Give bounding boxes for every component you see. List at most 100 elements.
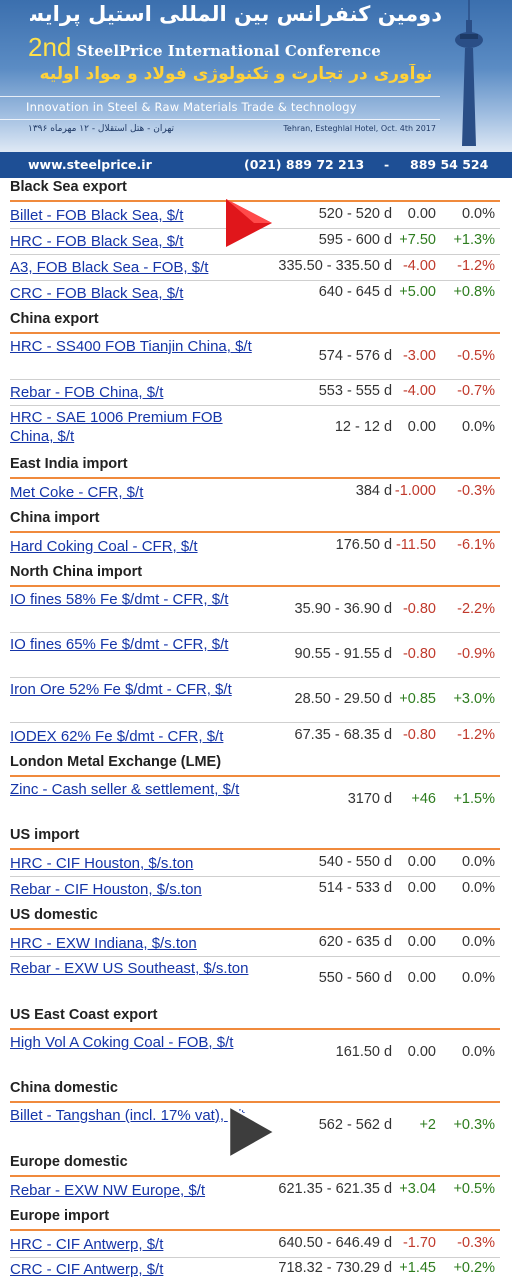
price-range: 640 - 645 — [318, 284, 380, 300]
price-range: 553 - 555 — [318, 383, 380, 399]
price-item-link[interactable]: High Vol A Coking Coal - FOB, $/t — [10, 1034, 234, 1051]
banner-divider — [0, 96, 440, 97]
price-range: 562 - 562 — [318, 1117, 380, 1133]
price-change: 0.00 — [407, 1044, 436, 1060]
group-divider — [10, 928, 500, 930]
price-change-percent: -2.2% — [457, 601, 495, 617]
price-item-link[interactable]: Hard Coking Coal - CFR, $/t — [10, 538, 198, 555]
group-header: Europe import — [10, 1208, 110, 1224]
price-item-link[interactable]: HRC - SAE 1006 Premium FOB China, $/t — [10, 409, 223, 445]
price-change: +2 — [419, 1117, 436, 1133]
period-indicator: d — [384, 727, 393, 743]
row-divider — [10, 280, 500, 281]
group-divider — [10, 477, 500, 479]
banner-venue-en: Tehran, Esteghlal Hotel, Oct. 4th 2017 — [283, 124, 436, 133]
price-item-link[interactable]: Rebar - EXW NW Europe, $/t — [10, 1182, 206, 1199]
banner-edition: 2nd — [28, 32, 72, 62]
group-header: China domestic — [10, 1080, 118, 1096]
price-item-link[interactable]: Billet - Tangshan (incl. 17% vat), $/t — [10, 1107, 245, 1124]
price-item-link[interactable]: Rebar - EXW US Southeast, $/s.ton — [10, 960, 249, 977]
banner-venue-fa: تهران - هتل استقلال - ۱۲ مهرماه ۱۳۹۶ — [28, 124, 174, 134]
period-indicator: d — [384, 970, 393, 986]
price-range: 28.50 - 29.50 — [294, 691, 380, 707]
group-divider — [10, 1175, 500, 1177]
price-change: 0.00 — [407, 854, 436, 870]
price-change: +3.04 — [399, 1181, 436, 1197]
period-indicator: d — [384, 646, 393, 662]
price-change: 0.00 — [407, 880, 436, 896]
price-change: -1.70 — [402, 1235, 436, 1251]
period-indicator: d — [384, 284, 393, 300]
group-divider — [10, 1229, 500, 1231]
price-change: -4.00 — [402, 383, 436, 399]
price-item-link[interactable]: Iron Ore 52% Fe $/dmt - CFR, $/t — [10, 681, 232, 698]
price-range: 176.50 — [335, 537, 380, 553]
price-range: 12 - 12 — [334, 419, 380, 435]
group-header: US import — [10, 827, 80, 843]
price-change: -11.50 — [395, 537, 436, 553]
period-indicator: d — [384, 537, 393, 553]
period-indicator: d — [384, 1117, 393, 1133]
period-indicator: d — [384, 483, 393, 499]
price-range: 574 - 576 — [318, 348, 380, 364]
price-change: -4.00 — [402, 258, 436, 274]
price-range: 35.90 - 36.90 — [294, 601, 380, 617]
price-item-link[interactable]: CRC - CIF Antwerp, $/t — [10, 1261, 164, 1278]
period-indicator: d — [384, 601, 393, 617]
price-item-link[interactable]: Met Coke - CFR, $/t — [10, 484, 144, 501]
price-change: -0.80 — [402, 646, 436, 662]
group-header: US East Coast export — [10, 1007, 158, 1023]
banner-title-en: 2nd SteelPrice International Conference — [28, 32, 381, 63]
phone-number-2: 889 54 524 — [410, 157, 489, 172]
price-item-link[interactable]: A3, FOB Black Sea - FOB, $/t — [10, 259, 209, 276]
price-item-link[interactable]: CRC - FOB Black Sea, $/t — [10, 285, 184, 302]
price-change-percent: +1.5% — [453, 791, 495, 807]
price-item-link[interactable]: Rebar - CIF Houston, $/s.ton — [10, 881, 202, 898]
period-indicator: d — [384, 348, 393, 364]
banner-title-fa: دومین کنفرانس بین المللی استیل پرایس — [30, 2, 442, 26]
milad-tower-icon — [455, 0, 483, 146]
price-range: 718.32 - 730.29 — [278, 1260, 380, 1276]
banner-tagline: Innovation in Steel & Raw Materials Trad… — [26, 100, 357, 114]
contact-bar: www.steelprice.ir (021) 889 72 213 - 889… — [0, 152, 512, 178]
group-divider — [10, 848, 500, 850]
price-item-link[interactable]: Billet - FOB Black Sea, $/t — [10, 207, 184, 224]
group-header: East India import — [10, 456, 128, 472]
price-item-link[interactable]: Rebar - FOB China, $/t — [10, 384, 164, 401]
price-change: +1.45 — [399, 1260, 436, 1276]
red-play-arrow-icon[interactable] — [224, 197, 274, 249]
price-change-percent: +1.3% — [453, 232, 495, 248]
period-indicator: d — [384, 854, 393, 870]
phone-separator: - — [384, 157, 390, 172]
price-item-link[interactable]: IO fines 65% Fe $/dmt - CFR, $/t — [10, 636, 229, 653]
row-divider — [10, 876, 500, 877]
group-divider — [10, 1028, 500, 1030]
price-item-link[interactable]: IO fines 58% Fe $/dmt - CFR, $/t — [10, 591, 229, 608]
price-change-percent: 0.0% — [461, 419, 495, 435]
group-header: Europe domestic — [10, 1154, 128, 1170]
period-indicator: d — [384, 1044, 393, 1060]
website-link[interactable]: www.steelprice.ir — [28, 157, 152, 172]
price-change-percent: -1.2% — [457, 258, 495, 274]
price-range: 90.55 - 91.55 — [294, 646, 380, 662]
video-play-icon[interactable] — [226, 1103, 278, 1161]
price-item-link[interactable]: HRC - CIF Antwerp, $/t — [10, 1236, 164, 1253]
price-item-link[interactable]: HRC - SS400 FOB Tianjin China, $/t — [10, 338, 252, 355]
price-change: +0.85 — [399, 691, 436, 707]
price-item-link[interactable]: HRC - FOB Black Sea, $/t — [10, 233, 184, 250]
row-divider — [10, 379, 500, 380]
price-item-link[interactable]: Zinc - Cash seller & settlement, $/t — [10, 781, 240, 798]
group-divider — [10, 531, 500, 533]
price-change: 0.00 — [407, 934, 436, 950]
price-change-percent: +0.2% — [453, 1260, 495, 1276]
price-item-link[interactable]: HRC - CIF Houston, $/s.ton — [10, 855, 194, 872]
price-change: -3.00 — [402, 348, 436, 364]
price-change-percent: 0.0% — [461, 206, 495, 222]
price-item-link[interactable]: IODEX 62% Fe $/dmt - CFR, $/t — [10, 728, 224, 745]
period-indicator: d — [384, 206, 393, 222]
group-header: China export — [10, 311, 99, 327]
conference-banner[interactable]: دومین کنفرانس بین المللی استیل پرایس 2nd… — [0, 0, 512, 152]
row-divider — [10, 677, 500, 678]
price-item-link[interactable]: HRC - EXW Indiana, $/s.ton — [10, 935, 197, 952]
price-range: 3170 — [347, 791, 380, 807]
